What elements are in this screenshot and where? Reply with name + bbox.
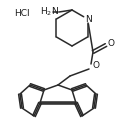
Text: H$_2$N: H$_2$N — [39, 6, 58, 18]
Text: HCl: HCl — [14, 8, 30, 18]
Text: O: O — [108, 39, 114, 48]
Text: N: N — [85, 15, 91, 24]
Text: O: O — [93, 62, 99, 71]
